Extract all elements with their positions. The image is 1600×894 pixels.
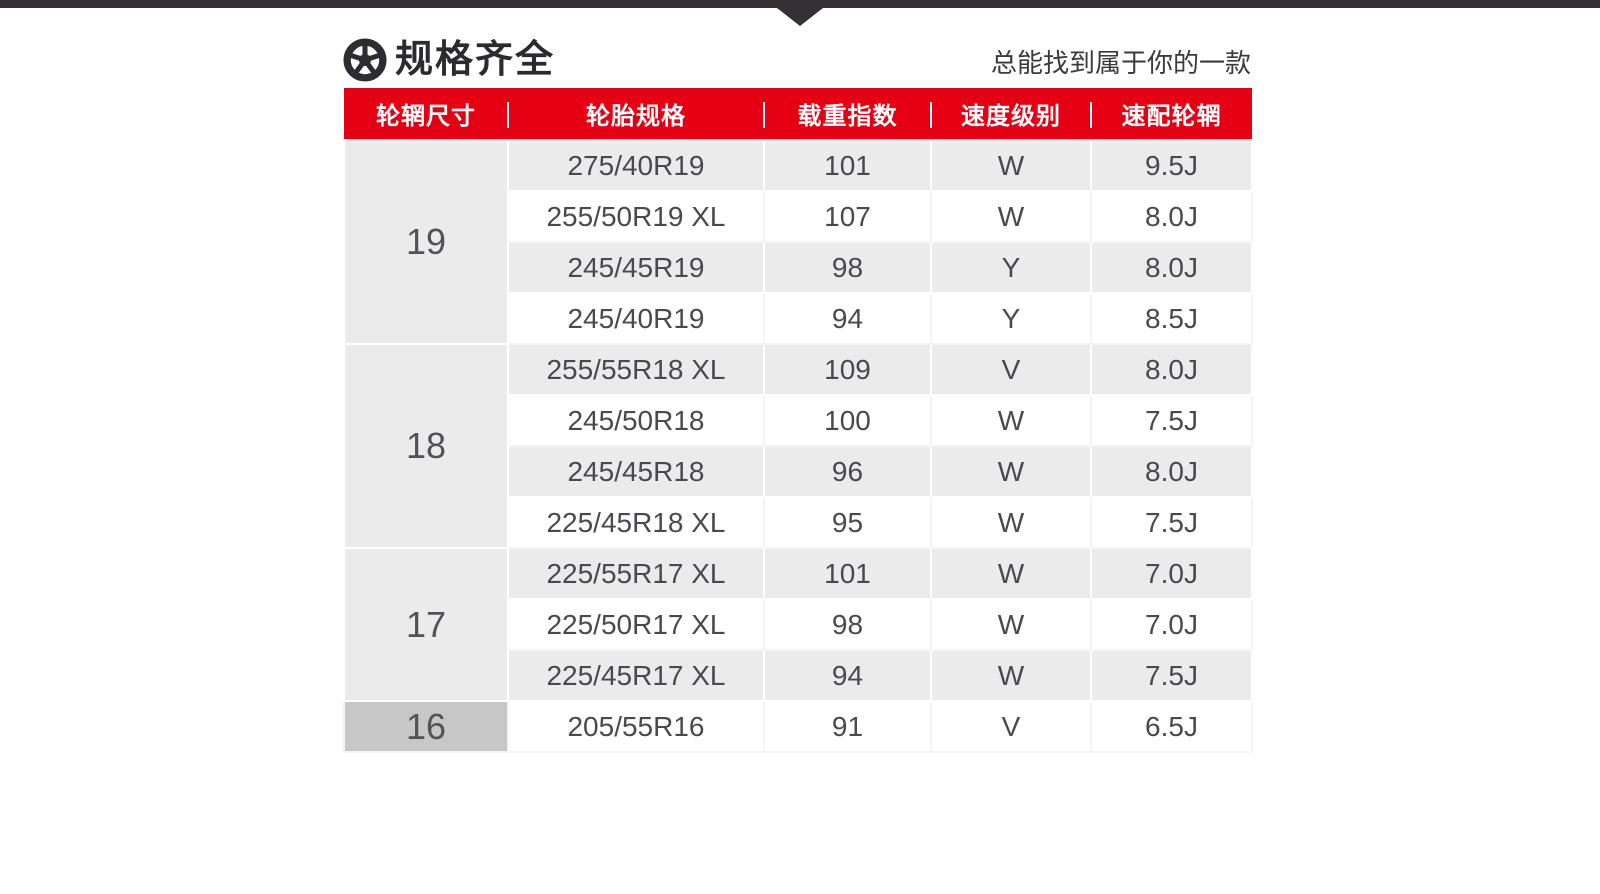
table-row: 225/45R17 XL 94 W 7.5J [344,649,1253,702]
rim-width-cell: 7.5J [1090,649,1253,702]
table-row: 255/50R19 XL 107 W 8.0J [344,190,1253,243]
load-index-cell: 109 [763,343,932,396]
rim-width-cell: 7.5J [1090,496,1253,549]
tire-spec-cell: 255/50R19 XL [507,190,765,243]
section-divider-bar [0,0,1600,8]
speed-rating-cell: W [930,445,1092,498]
rim-width-cell: 7.0J [1090,598,1253,651]
column-header-rim-width: 速配轮辋 [1090,88,1252,140]
speed-rating-cell: W [930,190,1092,243]
speed-rating-cell: W [930,649,1092,702]
table-row: 225/50R17 XL 98 W 7.0J [344,598,1253,651]
speed-rating-cell: W [930,496,1092,549]
table-row: 18 255/55R18 XL 109 V 8.0J [343,343,1253,549]
section-title: 规格齐全 [395,39,556,81]
rim-size-cell: 17 [343,547,509,702]
rim-width-cell: 9.5J [1090,139,1253,192]
section-header: 规格齐全 总能找到属于你的一款 [343,34,1251,82]
tire-spec-cell: 245/40R19 [507,292,765,345]
column-header-tire-spec: 轮胎规格 [507,88,764,140]
load-index-cell: 98 [763,241,932,294]
rim-width-cell: 7.5J [1090,394,1253,447]
load-index-cell: 91 [763,700,932,753]
load-index-cell: 94 [763,292,932,345]
load-index-cell: 101 [763,547,932,600]
table-row: 245/45R18 96 W 8.0J [344,445,1253,498]
tire-spec-cell: 225/55R17 XL [507,547,765,600]
column-header-rim-size: 轮辋尺寸 [344,88,508,140]
tire-spec-cell: 245/45R18 [507,445,765,498]
table-row: 225/45R18 XL 95 W 7.5J [344,496,1253,549]
speed-rating-cell: W [930,547,1092,600]
load-index-cell: 94 [763,649,932,702]
column-header-load-index: 载重指数 [763,88,931,140]
table-row: 245/45R19 98 Y 8.0J [344,241,1253,294]
tire-spec-table: 轮辋尺寸 轮胎规格 载重指数 速度级别 速配轮辋 19 275/40R19 101 W… [343,88,1253,753]
speed-rating-cell: V [930,343,1092,396]
section-divider-arrow-icon [777,8,823,26]
speed-rating-cell: W [930,394,1092,447]
load-index-cell: 107 [763,190,932,243]
load-index-cell: 95 [763,496,932,549]
load-index-cell: 96 [763,445,932,498]
section-subtitle: 总能找到属于你的一款 [990,48,1251,78]
rim-width-cell: 8.0J [1090,343,1253,396]
table-row: 17 225/55R17 XL 101 W 7.0J [343,547,1253,702]
load-index-cell: 100 [763,394,932,447]
rim-size-cell: 16 [343,700,509,753]
rim-size-cell: 19 [343,139,509,345]
tire-spec-cell: 255/55R18 XL [507,343,765,396]
column-header-speed-rating: 速度级别 [930,88,1091,140]
speed-rating-cell: V [930,700,1092,753]
tire-spec-cell: 205/55R16 [507,700,765,753]
rim-width-cell: 6.5J [1090,700,1253,753]
tire-spec-cell: 245/45R19 [507,241,765,294]
rim-width-cell: 8.5J [1090,292,1253,345]
tire-spec-cell: 225/45R18 XL [507,496,765,549]
speed-rating-cell: Y [930,241,1092,294]
tire-spec-cell: 225/50R17 XL [507,598,765,651]
rim-width-cell: 7.0J [1090,547,1253,600]
rim-width-cell: 8.0J [1090,445,1253,498]
rim-width-cell: 8.0J [1090,190,1253,243]
speed-rating-cell: W [930,598,1092,651]
load-index-cell: 101 [763,139,932,192]
spec-section: 规格齐全 总能找到属于你的一款 轮辋尺寸 轮胎规格 载重指数 速度级别 速配轮辋… [343,34,1253,753]
table-row: 245/50R18 100 W 7.5J [344,394,1253,447]
table-row: 245/40R19 94 Y 8.5J [344,292,1253,345]
rim-size-cell: 18 [343,343,509,549]
table-header-row: 轮辋尺寸 轮胎规格 载重指数 速度级别 速配轮辋 [344,88,1252,140]
table-row: 19 275/40R19 101 W 9.5J [343,139,1253,345]
load-index-cell: 98 [763,598,932,651]
speed-rating-cell: Y [930,292,1092,345]
rim-width-cell: 8.0J [1090,241,1253,294]
wheel-icon [343,38,387,82]
tire-spec-cell: 275/40R19 [507,139,765,192]
tire-spec-cell: 245/50R18 [507,394,765,447]
tire-spec-cell: 225/45R17 XL [507,649,765,702]
table-row: 16 205/55R16 91 V 6.5J [343,700,1253,753]
speed-rating-cell: W [930,139,1092,192]
